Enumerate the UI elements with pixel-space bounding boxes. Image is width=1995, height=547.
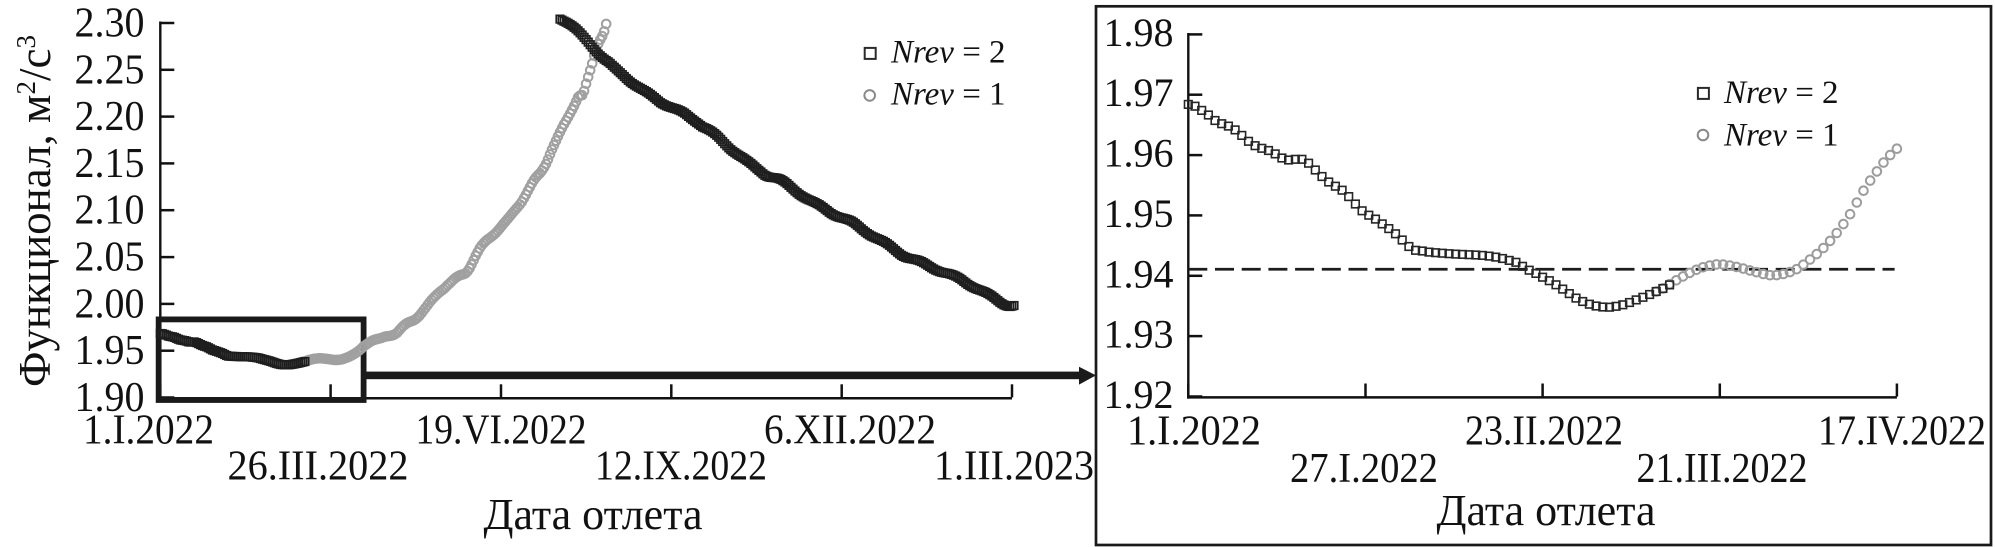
svg-text:1.I.2022: 1.I.2022 <box>83 408 214 454</box>
svg-text:19.VI.2022: 19.VI.2022 <box>416 408 587 454</box>
svg-text:1.94: 1.94 <box>1104 251 1174 296</box>
svg-text:1.93: 1.93 <box>1104 312 1174 357</box>
svg-text:1.III.2023: 1.III.2023 <box>934 444 1094 490</box>
svg-text:1.96: 1.96 <box>1104 131 1174 176</box>
svg-text:1.97: 1.97 <box>1104 70 1174 115</box>
svg-text:17.IV.2022: 17.IV.2022 <box>1818 409 1986 455</box>
svg-text:1.95: 1.95 <box>75 328 145 374</box>
svg-text:23.II.2022: 23.II.2022 <box>1465 409 1623 455</box>
svg-text:1.95: 1.95 <box>1104 191 1174 236</box>
svg-text:Nrev = 1: Nrev = 1 <box>1723 118 1839 154</box>
svg-text:Nrev = 2: Nrev = 2 <box>1723 75 1839 111</box>
svg-text:2.30: 2.30 <box>75 1 145 47</box>
svg-text:2.20: 2.20 <box>75 94 145 140</box>
svg-text:1.I.2022: 1.I.2022 <box>1127 409 1261 455</box>
svg-text:21.III.2022: 21.III.2022 <box>1637 446 1808 492</box>
svg-text:6.XII.2022: 6.XII.2022 <box>764 408 936 454</box>
svg-text:1.90: 1.90 <box>75 375 145 421</box>
svg-text:12.IX.2022: 12.IX.2022 <box>595 444 767 490</box>
svg-text:Дата отлета: Дата отлета <box>1436 486 1655 535</box>
svg-text:Nrev = 1: Nrev = 1 <box>890 77 1006 113</box>
svg-text:1.92: 1.92 <box>1104 372 1174 417</box>
svg-text:2.25: 2.25 <box>75 47 145 93</box>
svg-text:2.00: 2.00 <box>75 281 145 327</box>
svg-text:Nrev = 2: Nrev = 2 <box>890 35 1006 71</box>
svg-text:26.III.2022: 26.III.2022 <box>228 444 409 490</box>
svg-text:1.98: 1.98 <box>1104 10 1174 55</box>
svg-text:2.10: 2.10 <box>75 188 145 234</box>
svg-text:27.I.2022: 27.I.2022 <box>1290 446 1438 492</box>
svg-text:2.15: 2.15 <box>75 141 145 187</box>
svg-text:2.05: 2.05 <box>75 235 145 281</box>
svg-text:Дата отлета: Дата отлета <box>483 490 702 539</box>
